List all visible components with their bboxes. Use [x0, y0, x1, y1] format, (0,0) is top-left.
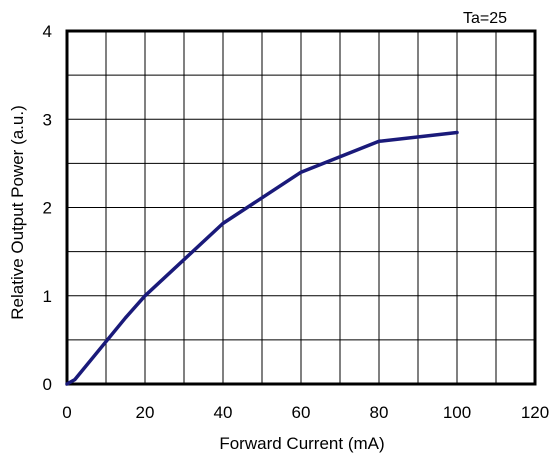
x-tick-label: 0 — [62, 403, 71, 422]
grid — [67, 31, 535, 384]
y-tick-label: 4 — [43, 22, 52, 41]
x-tick-label: 40 — [214, 403, 233, 422]
series-layer — [65, 130, 459, 386]
x-tick-label: 80 — [370, 403, 389, 422]
y-tick-label: 1 — [43, 287, 52, 306]
x-axis-title: Forward Current (mA) — [219, 434, 384, 453]
x-axis-ticks: 0 20 40 60 80 100 120 — [62, 403, 549, 422]
y-axis-ticks: 0 1 2 3 4 — [43, 22, 52, 394]
series-line — [65, 130, 459, 386]
x-tick-label: 20 — [136, 403, 155, 422]
x-tick-label: 100 — [443, 403, 471, 422]
temperature-annotation: Ta=25 — [463, 10, 507, 27]
y-tick-label: 2 — [43, 199, 52, 218]
y-tick-label: 0 — [43, 375, 52, 394]
y-axis-title: Relative Output Power (a.u.) — [8, 105, 27, 319]
x-tick-label: 120 — [521, 403, 549, 422]
plot-frame — [65, 29, 537, 386]
x-tick-label: 60 — [292, 403, 311, 422]
y-tick-label: 3 — [43, 110, 52, 129]
